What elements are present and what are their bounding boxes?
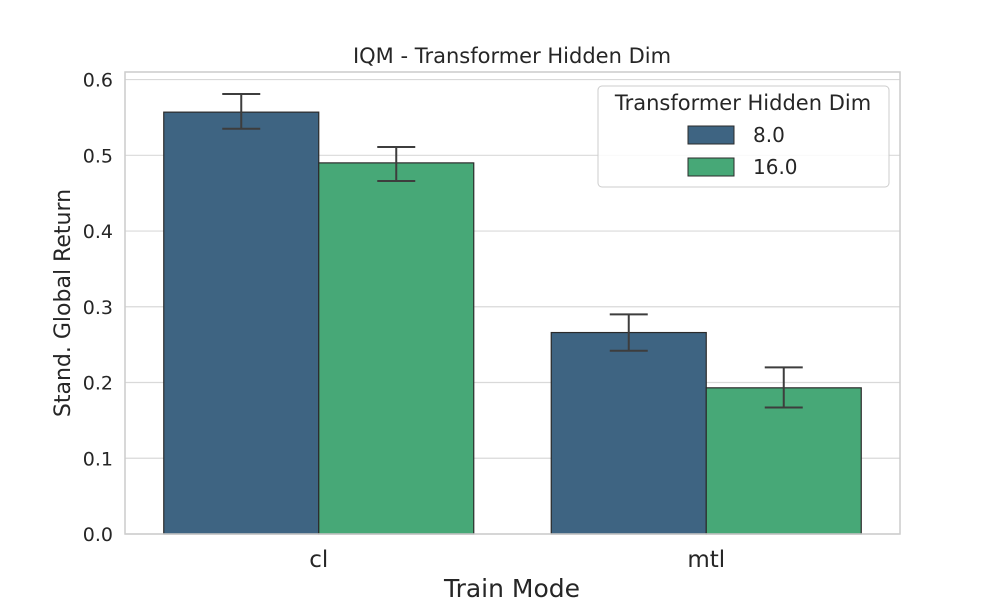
legend-label-8.0: 8.0 [753,123,785,147]
bar-mtl-16.0 [705,387,862,535]
legend-swatch-8.0 [687,125,735,145]
error-bar-mtl-16.0 [764,366,803,409]
error-bar-mtl-8.0 [609,313,648,352]
legend-box [597,85,890,188]
legend: Transformer Hidden Dim 8.0 16.0 [597,85,890,188]
x-axis-label: Train Mode [443,574,580,600]
bar-cl-16.0 [318,162,475,535]
y-axis-label: Stand. Global Return [51,189,76,417]
bar-mtl-8.0 [550,331,707,535]
y-tick-label: 0.2 [83,373,113,395]
chart-title: IQM - Transformer Hidden Dim [353,44,671,68]
x-tick-label: cl [309,547,328,573]
legend-items: 8.0 16.0 [687,123,798,179]
bars [163,111,862,535]
y-tick-labels: 0.0 0.1 0.2 0.3 0.4 0.5 0.6 [83,70,113,546]
legend-label-16.0: 16.0 [753,155,798,179]
error-bar-cl-16.0 [377,145,416,183]
x-tick-label: mtl [687,547,725,573]
y-tick-label: 0.3 [83,297,113,319]
legend-swatch-16.0 [687,157,735,177]
y-tick-label: 0.0 [83,524,113,546]
y-tick-label: 0.1 [83,448,113,470]
bar-cl-8.0 [163,111,320,535]
legend-title: Transformer Hidden Dim [614,91,871,115]
error-bar-cl-8.0 [222,92,261,130]
x-tick-labels: cl mtl [309,547,725,573]
y-tick-label: 0.4 [83,221,113,243]
y-tick-label: 0.6 [83,70,113,92]
plot-frame [124,71,901,535]
y-tick-label: 0.5 [83,145,113,167]
error-bars [222,92,803,409]
